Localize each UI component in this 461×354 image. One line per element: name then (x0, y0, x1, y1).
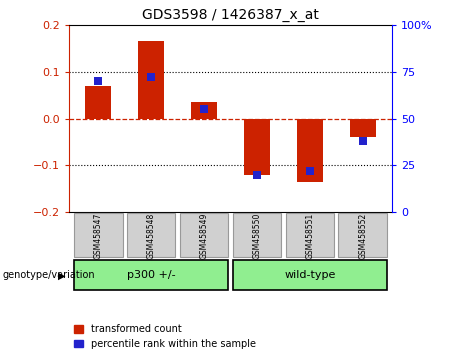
Text: p300 +/-: p300 +/- (127, 270, 176, 280)
Point (359, 138, 366, 144)
FancyBboxPatch shape (180, 213, 228, 257)
Bar (349, 119, 376, 137)
FancyBboxPatch shape (233, 213, 281, 257)
FancyBboxPatch shape (338, 213, 387, 257)
Point (95, 78, 102, 84)
Bar (296, 119, 323, 182)
Text: GSM458549: GSM458549 (200, 212, 208, 259)
Text: genotype/variation: genotype/variation (2, 270, 95, 280)
Text: GSM458550: GSM458550 (253, 212, 261, 259)
Bar (85, 86, 112, 119)
Point (148, 74, 155, 80)
Text: GSM458548: GSM458548 (147, 212, 156, 258)
Point (306, 168, 313, 174)
Text: wild-type: wild-type (284, 270, 336, 280)
Point (253, 172, 260, 178)
FancyBboxPatch shape (127, 213, 176, 257)
FancyBboxPatch shape (74, 260, 228, 290)
Bar (191, 102, 217, 119)
FancyBboxPatch shape (74, 213, 123, 257)
Bar (244, 119, 270, 175)
Text: GSM458552: GSM458552 (358, 212, 367, 258)
Legend: transformed count, percentile rank within the sample: transformed count, percentile rank withi… (74, 324, 255, 349)
Title: GDS3598 / 1426387_x_at: GDS3598 / 1426387_x_at (142, 8, 319, 22)
FancyBboxPatch shape (285, 213, 334, 257)
Bar (138, 41, 165, 119)
FancyBboxPatch shape (233, 260, 387, 290)
Point (201, 106, 208, 112)
Text: GSM458551: GSM458551 (305, 212, 314, 258)
Text: ▶: ▶ (58, 270, 65, 280)
Text: GSM458547: GSM458547 (94, 212, 103, 259)
